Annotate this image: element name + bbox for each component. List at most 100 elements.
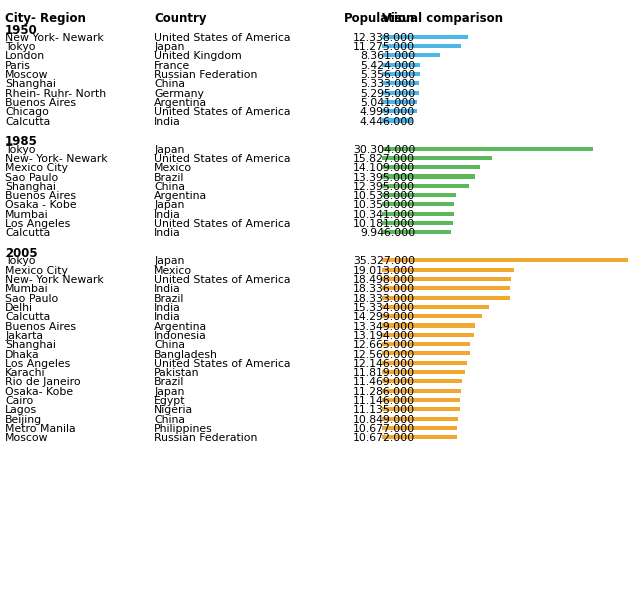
Bar bbox=[382, 54, 440, 58]
Text: India: India bbox=[154, 312, 181, 322]
Bar bbox=[382, 221, 453, 225]
Text: Mumbai: Mumbai bbox=[5, 284, 48, 294]
Text: Karachi: Karachi bbox=[5, 368, 45, 378]
Text: 14.299.000: 14.299.000 bbox=[353, 312, 415, 322]
Text: Osaka- Kobe: Osaka- Kobe bbox=[5, 387, 73, 397]
Text: Metro Manila: Metro Manila bbox=[5, 424, 75, 434]
Bar bbox=[382, 352, 470, 356]
Text: Mexico: Mexico bbox=[154, 163, 192, 173]
Text: Brazil: Brazil bbox=[154, 378, 184, 388]
Bar bbox=[382, 193, 455, 197]
Bar bbox=[382, 100, 418, 104]
Text: Tokyo: Tokyo bbox=[5, 145, 35, 155]
Text: Moscow: Moscow bbox=[5, 434, 48, 444]
Bar bbox=[382, 165, 481, 169]
Text: 18.336.000: 18.336.000 bbox=[353, 284, 415, 294]
Bar bbox=[382, 44, 460, 48]
Text: Russian Federation: Russian Federation bbox=[154, 70, 257, 80]
Text: 11.469.000: 11.469.000 bbox=[353, 378, 415, 388]
Text: Country: Country bbox=[154, 12, 206, 25]
Bar bbox=[382, 91, 419, 95]
Bar bbox=[382, 277, 511, 281]
Bar bbox=[382, 62, 420, 67]
Text: 4.446.000: 4.446.000 bbox=[360, 117, 415, 127]
Text: China: China bbox=[154, 415, 185, 425]
Bar bbox=[382, 109, 417, 113]
Text: 10.181.000: 10.181.000 bbox=[353, 219, 415, 229]
Text: Beijing: Beijing bbox=[5, 415, 42, 425]
Text: 10.538.000: 10.538.000 bbox=[353, 191, 415, 201]
Text: Visual comparison: Visual comparison bbox=[382, 12, 503, 25]
Bar bbox=[382, 174, 476, 178]
Text: China: China bbox=[154, 182, 185, 192]
Bar bbox=[382, 203, 454, 207]
Bar bbox=[382, 379, 462, 383]
Text: Bangladesh: Bangladesh bbox=[154, 349, 218, 359]
Text: Argentina: Argentina bbox=[154, 322, 207, 332]
Text: Moscow: Moscow bbox=[5, 70, 48, 80]
Text: 2005: 2005 bbox=[5, 247, 38, 260]
Text: Sao Paulo: Sao Paulo bbox=[5, 294, 58, 304]
Text: 5.424.000: 5.424.000 bbox=[360, 61, 415, 71]
Text: Buenos Aires: Buenos Aires bbox=[5, 98, 76, 108]
Text: Osaka - Kobe: Osaka - Kobe bbox=[5, 200, 77, 210]
Bar bbox=[382, 118, 413, 123]
Text: Mumbai: Mumbai bbox=[5, 210, 48, 220]
Text: 13.395.000: 13.395.000 bbox=[353, 173, 415, 183]
Bar bbox=[382, 360, 467, 365]
Text: Russian Federation: Russian Federation bbox=[154, 434, 257, 444]
Text: 5.295.000: 5.295.000 bbox=[360, 89, 415, 99]
Text: Tokyo: Tokyo bbox=[5, 42, 35, 52]
Text: India: India bbox=[154, 117, 181, 127]
Text: 1950: 1950 bbox=[5, 24, 38, 37]
Text: 11.286.000: 11.286.000 bbox=[353, 387, 415, 397]
Text: Japan: Japan bbox=[154, 256, 184, 266]
Text: Japan: Japan bbox=[154, 42, 184, 52]
Bar bbox=[382, 305, 489, 309]
Text: Egypt: Egypt bbox=[154, 396, 186, 406]
Text: Shanghai: Shanghai bbox=[5, 80, 56, 90]
Bar bbox=[382, 389, 461, 393]
Bar bbox=[382, 314, 482, 318]
Text: 5.356.000: 5.356.000 bbox=[360, 70, 415, 80]
Text: United States of America: United States of America bbox=[154, 219, 291, 229]
Text: Mexico City: Mexico City bbox=[5, 163, 68, 173]
Text: Japan: Japan bbox=[154, 145, 184, 155]
Text: Tokyo: Tokyo bbox=[5, 256, 35, 266]
Bar bbox=[382, 211, 454, 216]
Text: Rhein- Ruhr- North: Rhein- Ruhr- North bbox=[5, 89, 106, 99]
Bar bbox=[382, 333, 474, 337]
Text: New York- Newark: New York- Newark bbox=[5, 33, 104, 43]
Text: Nigeria: Nigeria bbox=[154, 405, 193, 415]
Text: Japan: Japan bbox=[154, 387, 184, 397]
Bar bbox=[382, 81, 420, 85]
Text: Mexico City: Mexico City bbox=[5, 266, 68, 276]
Text: France: France bbox=[154, 61, 191, 71]
Text: Sao Paulo: Sao Paulo bbox=[5, 173, 58, 183]
Text: Shanghai: Shanghai bbox=[5, 182, 56, 192]
Text: 19.013.000: 19.013.000 bbox=[353, 266, 415, 276]
Text: Chicago: Chicago bbox=[5, 107, 49, 117]
Text: 35.327.000: 35.327.000 bbox=[353, 256, 415, 266]
Text: Buenos Aires: Buenos Aires bbox=[5, 322, 76, 332]
Text: Germany: Germany bbox=[154, 89, 204, 99]
Text: United Kingdom: United Kingdom bbox=[154, 51, 242, 61]
Text: Mexico: Mexico bbox=[154, 266, 192, 276]
Text: Buenos Aires: Buenos Aires bbox=[5, 191, 76, 201]
Text: 10.341.000: 10.341.000 bbox=[353, 210, 415, 220]
Text: 10.350.000: 10.350.000 bbox=[353, 200, 415, 210]
Text: China: China bbox=[154, 340, 185, 350]
Text: United States of America: United States of America bbox=[154, 154, 291, 164]
Bar bbox=[382, 426, 457, 430]
Text: India: India bbox=[154, 303, 181, 313]
Text: 30.304.000: 30.304.000 bbox=[353, 145, 415, 155]
Text: 14.109.000: 14.109.000 bbox=[353, 163, 415, 173]
Text: Calcutta: Calcutta bbox=[5, 312, 50, 322]
Text: 12.560.000: 12.560.000 bbox=[353, 349, 415, 359]
Text: India: India bbox=[154, 284, 181, 294]
Text: Dhaka: Dhaka bbox=[5, 349, 40, 359]
Text: Los Angeles: Los Angeles bbox=[5, 359, 70, 369]
Text: 10.677.000: 10.677.000 bbox=[353, 424, 415, 434]
Bar bbox=[382, 398, 460, 402]
Text: Rio de Janeiro: Rio de Janeiro bbox=[5, 378, 81, 388]
